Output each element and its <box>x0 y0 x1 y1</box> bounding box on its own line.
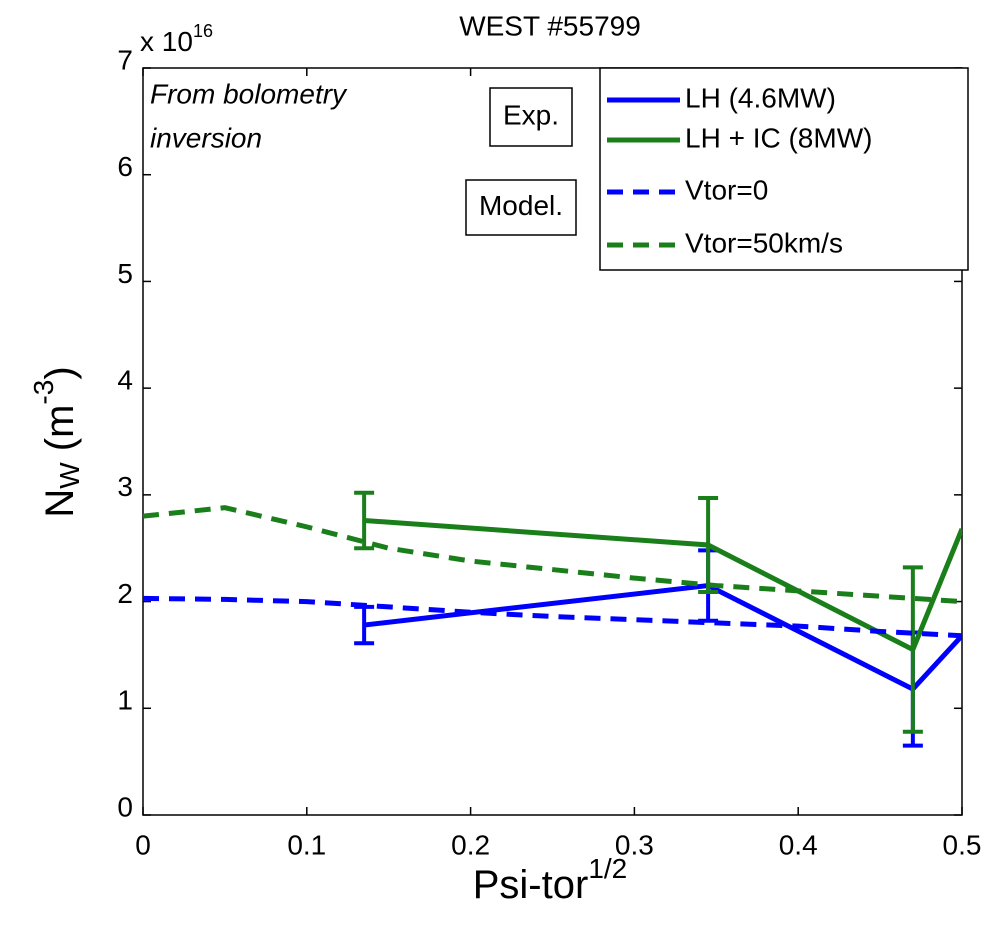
y-tick-label: 6 <box>117 151 133 182</box>
x-label-exp: 1/2 <box>588 853 627 884</box>
plot-area <box>143 490 962 748</box>
series-line <box>363 517 962 654</box>
y-tick-label: 3 <box>117 471 133 502</box>
legend-label: LH (4.6MW) <box>685 82 836 113</box>
y-axis-label: NW (m-3) <box>28 366 85 517</box>
series-line <box>143 595 962 639</box>
y-label-rest: (m <box>38 405 82 463</box>
y-tick-label: 0 <box>117 791 133 822</box>
error-bar-line <box>354 490 375 551</box>
plot-frame <box>142 67 963 816</box>
y-tick-label: 4 <box>117 365 133 396</box>
series-line <box>363 582 962 693</box>
chart-title: WEST #55799 <box>459 10 641 41</box>
multiplier: x 1016 <box>140 21 213 58</box>
series-line <box>143 505 962 605</box>
x-tick-label: 0.1 <box>287 829 326 860</box>
error-bar-line <box>902 565 923 734</box>
y-tick-label: 2 <box>117 578 133 609</box>
annotation: inversion <box>150 122 262 153</box>
y-tick-label: 7 <box>117 44 133 75</box>
legend-group-label: Exp. <box>503 99 559 130</box>
legend-group-label: Model. <box>479 190 563 221</box>
legend-group-box <box>489 87 573 147</box>
legend-group-box <box>465 179 577 236</box>
error-bar <box>698 496 719 594</box>
y-label-end: ) <box>38 366 82 379</box>
x-tick-label: 0 <box>135 829 151 860</box>
y-tick-label: 1 <box>117 685 133 716</box>
error-bar <box>902 565 923 734</box>
x-tick-label: 0.2 <box>451 829 490 860</box>
multiplier-exp: 16 <box>193 21 213 41</box>
x-label-base: Psi-tor <box>473 863 589 907</box>
x-tick-label: 0.5 <box>943 829 982 860</box>
error-bar <box>354 490 375 551</box>
annotation: From bolometry <box>150 78 348 109</box>
legend-label: Vtor=0 <box>685 174 768 205</box>
x-axis-label: Psi-tor1/2 <box>473 853 628 906</box>
y-tick-label: 5 <box>117 258 133 289</box>
y-label-base: N <box>38 489 82 518</box>
y-label-sub: W <box>54 462 85 489</box>
legend-label: Vtor=50km/s <box>685 227 843 258</box>
multiplier-base: x 10 <box>140 26 193 57</box>
x-tick-label: 0.3 <box>615 829 654 860</box>
y-label-exp: -3 <box>28 380 59 405</box>
x-tick-label: 0.4 <box>779 829 818 860</box>
error-bar-line <box>698 496 719 594</box>
legend-label: LH + IC (8MW) <box>685 122 872 153</box>
